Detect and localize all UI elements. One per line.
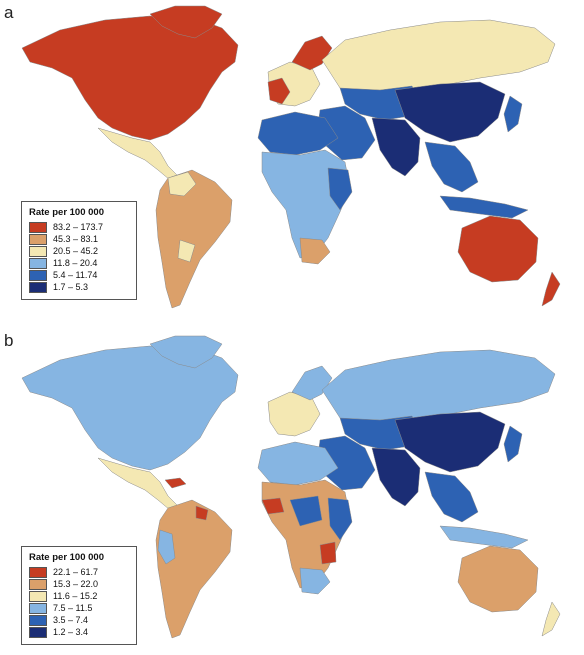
- legend-swatch: [29, 257, 47, 269]
- region-east-africa: [327, 497, 353, 541]
- legend-swatch: [29, 614, 47, 626]
- legend-label: 20.5 – 45.2: [53, 246, 99, 256]
- region-sa-south: [177, 239, 196, 263]
- legend-row: 11.6 – 15.2: [29, 590, 128, 602]
- region-north-america: [21, 345, 239, 471]
- region-southern-africa: [299, 567, 331, 595]
- legend-swatch: [29, 626, 47, 638]
- legend-panel-a: Rate per 100 000 83.2 – 173.7 45.3 – 83.…: [21, 201, 137, 300]
- region-new-zealand: [541, 601, 561, 637]
- region-guianas: [195, 505, 209, 521]
- legend-label: 11.6 – 15.2: [53, 591, 98, 601]
- legend-label: 1.7 – 5.3: [53, 282, 89, 292]
- region-southern-africa: [299, 237, 331, 265]
- legend-title: Rate per 100 000: [29, 207, 104, 218]
- region-south-america: [155, 499, 233, 639]
- region-north-africa: [257, 111, 339, 156]
- legend-label: 5.4 – 11.74: [53, 270, 98, 280]
- region-japan: [503, 425, 523, 463]
- legend-row: 15.3 – 22.0: [29, 578, 128, 590]
- region-greenland: [149, 5, 223, 39]
- legend-label: 11.8 – 20.4: [53, 258, 98, 268]
- legend-swatch: [29, 602, 47, 614]
- region-indonesia: [439, 525, 529, 549]
- legend-row: 20.5 – 45.2: [29, 245, 128, 257]
- legend-swatch: [29, 566, 47, 578]
- region-south-asia: [371, 447, 421, 507]
- region-sa-west: [157, 529, 176, 565]
- legend-row: 83.2 – 173.7: [29, 221, 128, 233]
- region-japan: [503, 95, 523, 133]
- legend-label: 7.5 – 11.5: [53, 603, 93, 613]
- world-map-panel-a: [21, 5, 561, 309]
- legend-swatch: [29, 281, 47, 293]
- region-australia: [457, 215, 539, 283]
- legend-row: 3.5 – 7.4: [29, 614, 128, 626]
- region-north-america: [21, 15, 239, 141]
- region-caribbean: [164, 477, 187, 489]
- legend-label: 83.2 – 173.7: [53, 222, 104, 232]
- panel-a-letter: a: [4, 3, 14, 22]
- region-west-africa: [261, 497, 285, 515]
- region-east-africa: [327, 167, 353, 211]
- legend-row: 1.2 – 3.4: [29, 626, 128, 638]
- region-southeast-asia: [424, 141, 479, 193]
- region-greenland: [149, 335, 223, 369]
- region-sa-north: [167, 171, 197, 197]
- legend-swatch: [29, 269, 47, 281]
- region-australia: [457, 545, 539, 613]
- region-china: [394, 81, 506, 143]
- legend-row: 22.1 – 61.7: [29, 566, 128, 578]
- legend-row: 7.5 – 11.5: [29, 602, 128, 614]
- legend-label: 1.2 – 3.4: [53, 627, 89, 637]
- legend-swatch: [29, 221, 47, 233]
- legend-swatch: [29, 578, 47, 590]
- legend-row: 45.3 – 83.1: [29, 233, 128, 245]
- legend-swatch: [29, 245, 47, 257]
- legend-swatch: [29, 233, 47, 245]
- legend-title: Rate per 100 000: [29, 552, 104, 563]
- legend-row: 5.4 – 11.74: [29, 269, 128, 281]
- legend-label: 45.3 – 83.1: [53, 234, 99, 244]
- legend-label: 3.5 – 7.4: [53, 615, 89, 625]
- legend-swatch: [29, 590, 47, 602]
- legend-row: 11.8 – 20.4: [29, 257, 128, 269]
- region-south-america: [155, 169, 233, 309]
- region-central-africa: [289, 495, 323, 527]
- region-new-zealand: [541, 271, 561, 307]
- region-north-africa: [257, 441, 339, 486]
- legend-label: 15.3 – 22.0: [53, 579, 99, 589]
- legend-label: 22.1 – 61.7: [53, 567, 99, 577]
- region-southeast-asia: [424, 471, 479, 523]
- region-china: [394, 411, 506, 473]
- world-map-panel-b: [21, 335, 561, 639]
- legend-row: 1.7 – 5.3: [29, 281, 128, 293]
- region-scandinavia: [291, 365, 333, 401]
- panel-b-letter: b: [4, 331, 14, 350]
- region-indonesia: [439, 195, 529, 219]
- legend-panel-b: Rate per 100 000 22.1 – 61.7 15.3 – 22.0…: [21, 546, 137, 645]
- region-southeast-africa: [319, 541, 337, 565]
- region-south-asia: [371, 117, 421, 177]
- region-france-uk: [267, 77, 291, 105]
- region-scandinavia: [291, 35, 333, 71]
